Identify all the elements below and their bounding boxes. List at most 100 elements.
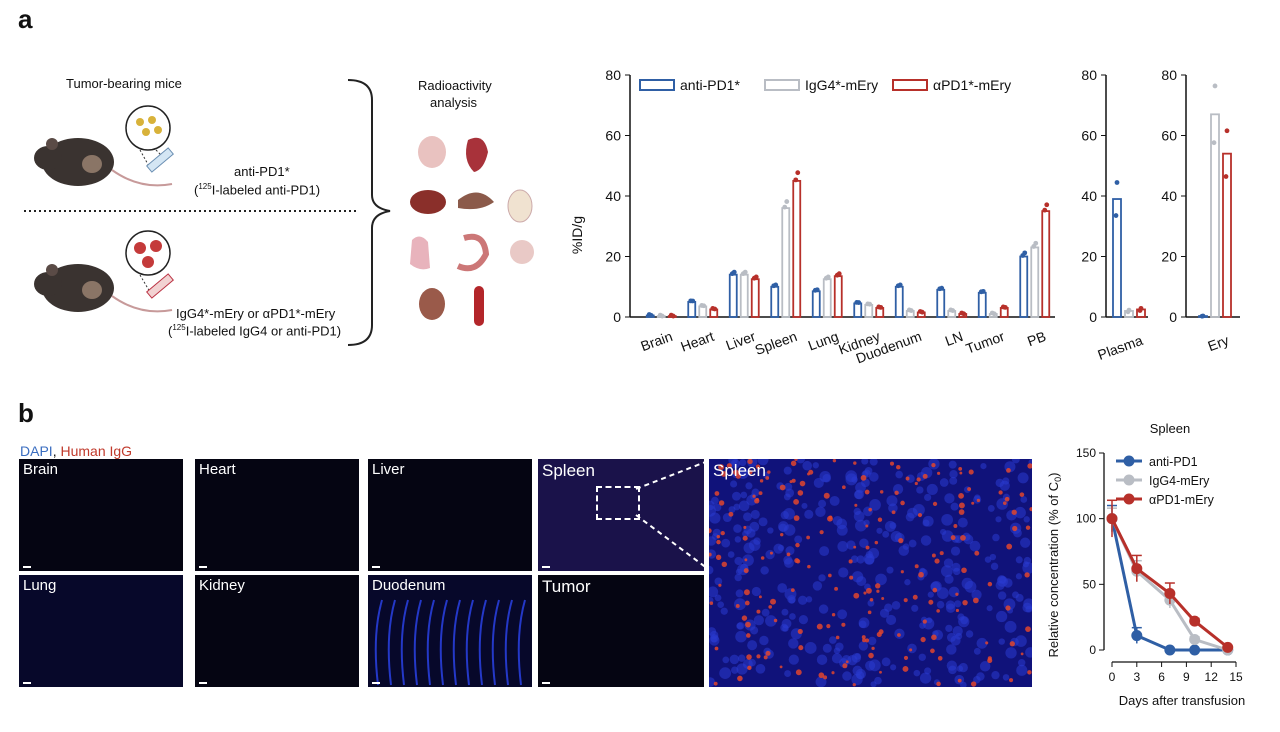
- bar-liver-0: [728, 273, 738, 318]
- dot-brain-0: [648, 312, 654, 318]
- dot-spleen-2: [793, 177, 799, 183]
- bar-spleen-0: [770, 285, 780, 318]
- nucleus-mark: [924, 667, 932, 675]
- nucleus-mark: [946, 644, 957, 655]
- igg-mark: [848, 559, 853, 564]
- igg-mark: [1009, 678, 1014, 683]
- nucleus-mark: [992, 533, 1000, 542]
- igg-mark: [819, 530, 824, 535]
- igg-mark: [816, 623, 823, 630]
- igg-mark: [853, 592, 860, 599]
- main-ytick-label: 60: [605, 128, 621, 144]
- nucleus-mark: [861, 459, 869, 465]
- igg-mark: [958, 493, 964, 499]
- igg-mark: [1024, 572, 1030, 578]
- brain-icon: [418, 136, 446, 168]
- small-ytick-label: 20: [1161, 249, 1177, 265]
- small-ytick-label: 0: [1089, 309, 1097, 325]
- dot-pb-2: [1044, 202, 1050, 208]
- category-label-liver: Liver: [724, 328, 758, 354]
- nucleus-mark: [818, 574, 826, 582]
- nucleus-mark: [747, 640, 758, 651]
- igg-mark: [794, 558, 800, 564]
- igg-mark: [728, 511, 734, 517]
- nucleus-mark: [709, 586, 719, 598]
- nucleus-mark: [973, 676, 981, 684]
- nucleus-mark: [951, 562, 961, 572]
- bar-liver-2: [750, 278, 760, 318]
- nucleus-mark: [738, 500, 750, 512]
- igg-mark: [806, 535, 810, 540]
- nucleus-mark: [758, 517, 768, 527]
- nucleus-mark: [751, 586, 761, 597]
- igg-mark: [902, 666, 909, 672]
- igg-mark: [864, 638, 870, 643]
- igg-mark: [744, 600, 750, 606]
- igg-mark: [726, 463, 732, 469]
- igg-mark: [823, 492, 830, 499]
- nucleus-mark: [1015, 635, 1027, 647]
- igg-mark: [752, 494, 756, 498]
- igg-mark: [763, 655, 768, 660]
- igg-mark: [1012, 525, 1018, 532]
- dot-spleen-1: [784, 199, 790, 204]
- legend-label-0: anti-PD1*: [680, 77, 740, 93]
- igg-mark: [720, 470, 727, 477]
- nucleus-mark: [908, 539, 917, 548]
- igg-mark: [721, 561, 728, 568]
- nucleus-mark: [1012, 591, 1019, 599]
- kidney-icon: [419, 288, 445, 320]
- igg-mark: [798, 645, 804, 651]
- igg-mark: [767, 470, 771, 474]
- erythrocyte-circle-icon: [125, 230, 171, 276]
- nucleus-mark: [734, 573, 742, 582]
- nucleus-mark: [941, 513, 953, 526]
- igg-mark: [1019, 492, 1025, 497]
- nucleus-mark: [802, 460, 813, 471]
- igg-mark: [865, 587, 872, 594]
- dot-kidney-1: [867, 301, 873, 307]
- igg-mark: [807, 564, 811, 569]
- micro-tile-lung: Lung: [19, 575, 183, 687]
- nucleus-mark: [949, 476, 958, 485]
- radio-label-line1: Radioactivity: [418, 78, 492, 93]
- anti-pd1-desc: (125I-labeled anti-PD1): [194, 182, 321, 198]
- igg-mark: [735, 473, 742, 479]
- nucleus-mark: [765, 615, 777, 627]
- nucleus-mark: [736, 621, 745, 630]
- nucleus-mark: [1017, 472, 1029, 484]
- category-label-plasma: Plasma: [1095, 332, 1145, 363]
- igg-mark: [932, 587, 938, 593]
- igg-mark: [931, 634, 937, 641]
- nucleus-mark: [918, 653, 926, 661]
- nucleus-mark: [788, 654, 799, 665]
- igg-mark: [962, 599, 968, 606]
- dot-lung-1: [825, 274, 831, 280]
- igg-mark: [793, 515, 800, 521]
- igg-mark: [950, 535, 956, 541]
- bar-ln-0: [936, 288, 946, 318]
- igg-mark: [770, 598, 777, 605]
- small-ytick-label: 40: [1161, 188, 1177, 204]
- igg-mark: [877, 517, 883, 522]
- igg-mark: [709, 552, 712, 557]
- antibody-icon: [136, 116, 162, 136]
- nucleus-mark: [919, 622, 926, 629]
- legend-swatch-2: [892, 79, 928, 91]
- nucleus-mark: [805, 596, 813, 603]
- nucleus-mark: [728, 459, 738, 465]
- igg-mark: [912, 594, 918, 600]
- igg-mark: [1020, 652, 1024, 656]
- line-point-1: [1189, 633, 1201, 645]
- igg-mark: [737, 675, 743, 682]
- igg-mark: [835, 635, 840, 640]
- nucleus-mark: [946, 660, 958, 671]
- bar-liver-1: [739, 273, 749, 318]
- line-legend-label-0: anti-PD1: [1149, 455, 1198, 469]
- nucleus-mark: [841, 655, 852, 665]
- nucleus-mark: [858, 641, 869, 651]
- nucleus-mark: [995, 516, 1002, 523]
- bar-pb-0: [1019, 255, 1029, 318]
- nucleus-mark: [781, 618, 792, 629]
- igg-mark: [891, 510, 896, 515]
